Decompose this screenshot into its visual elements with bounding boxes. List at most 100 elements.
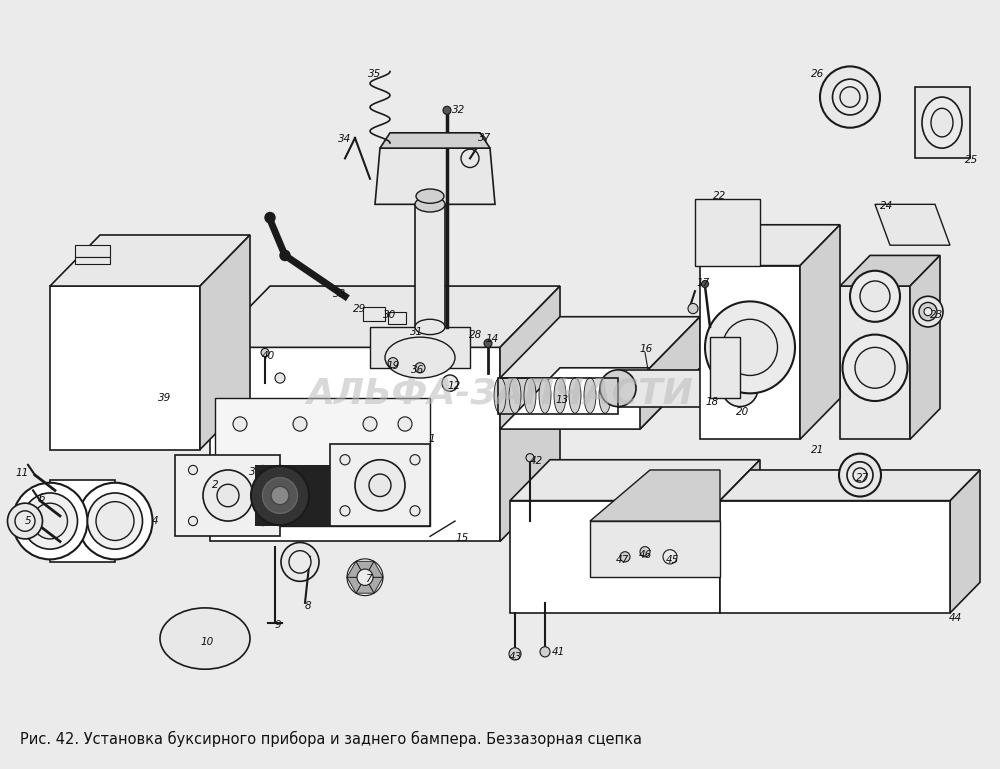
Ellipse shape <box>415 363 425 373</box>
Polygon shape <box>500 317 700 378</box>
Ellipse shape <box>251 466 309 525</box>
Ellipse shape <box>12 483 88 559</box>
Polygon shape <box>700 225 840 265</box>
Ellipse shape <box>688 304 698 314</box>
Polygon shape <box>347 561 365 578</box>
Ellipse shape <box>416 189 444 203</box>
Ellipse shape <box>663 550 677 564</box>
Ellipse shape <box>820 66 880 128</box>
Ellipse shape <box>484 339 492 348</box>
Ellipse shape <box>554 378 566 413</box>
Polygon shape <box>915 87 970 158</box>
Ellipse shape <box>524 378 536 413</box>
Polygon shape <box>695 199 760 265</box>
Ellipse shape <box>188 517 198 526</box>
Ellipse shape <box>850 271 900 321</box>
Polygon shape <box>347 578 365 593</box>
Ellipse shape <box>415 319 445 335</box>
Text: 28: 28 <box>469 330 483 340</box>
Ellipse shape <box>293 417 307 431</box>
Ellipse shape <box>289 551 311 573</box>
Ellipse shape <box>474 135 486 147</box>
Ellipse shape <box>494 378 506 413</box>
Ellipse shape <box>78 483 152 559</box>
Polygon shape <box>500 286 560 541</box>
Polygon shape <box>590 470 720 521</box>
Ellipse shape <box>293 494 307 508</box>
Ellipse shape <box>188 465 198 474</box>
Ellipse shape <box>509 647 521 660</box>
Ellipse shape <box>569 378 581 413</box>
Ellipse shape <box>15 511 35 531</box>
Ellipse shape <box>398 417 412 431</box>
Text: 11: 11 <box>15 468 29 478</box>
Polygon shape <box>210 286 560 348</box>
Ellipse shape <box>415 197 445 212</box>
Text: 36: 36 <box>411 365 425 375</box>
Text: 5: 5 <box>25 516 31 526</box>
Ellipse shape <box>855 348 895 388</box>
Ellipse shape <box>88 493 143 549</box>
Text: 21: 21 <box>811 444 825 454</box>
Text: 2: 2 <box>212 481 218 491</box>
Text: 19: 19 <box>386 361 400 371</box>
Ellipse shape <box>363 417 377 431</box>
Ellipse shape <box>599 378 611 413</box>
Ellipse shape <box>847 462 873 488</box>
Polygon shape <box>720 470 980 501</box>
Text: 40: 40 <box>261 351 275 361</box>
Text: 35: 35 <box>368 68 382 78</box>
Ellipse shape <box>722 370 758 407</box>
Polygon shape <box>210 348 500 541</box>
Ellipse shape <box>363 494 377 508</box>
Ellipse shape <box>275 373 285 383</box>
Ellipse shape <box>600 370 636 407</box>
Ellipse shape <box>203 470 253 521</box>
Polygon shape <box>255 464 330 526</box>
Text: 46: 46 <box>638 550 652 560</box>
Polygon shape <box>50 286 200 450</box>
Polygon shape <box>356 561 374 578</box>
Ellipse shape <box>258 465 268 474</box>
Polygon shape <box>618 370 740 407</box>
Text: 8: 8 <box>305 601 311 611</box>
Text: 20: 20 <box>736 407 750 417</box>
Ellipse shape <box>931 108 953 137</box>
Text: 43: 43 <box>508 652 522 662</box>
Ellipse shape <box>620 551 630 562</box>
Polygon shape <box>800 225 840 439</box>
Polygon shape <box>640 317 700 429</box>
Polygon shape <box>415 205 445 327</box>
Bar <box>75 258 110 264</box>
Text: 13: 13 <box>555 395 569 405</box>
Text: 22: 22 <box>713 191 727 201</box>
Text: 29: 29 <box>353 304 367 314</box>
Text: 24: 24 <box>880 201 894 211</box>
Ellipse shape <box>388 358 398 368</box>
Polygon shape <box>380 133 490 148</box>
Polygon shape <box>700 265 800 439</box>
Text: 1: 1 <box>429 434 435 444</box>
Ellipse shape <box>262 478 298 514</box>
Polygon shape <box>370 327 470 368</box>
Text: 37: 37 <box>478 133 492 143</box>
Ellipse shape <box>233 494 247 508</box>
Ellipse shape <box>922 97 962 148</box>
Ellipse shape <box>913 296 943 327</box>
Text: 23: 23 <box>930 310 944 320</box>
Ellipse shape <box>369 474 391 497</box>
Polygon shape <box>215 398 430 526</box>
Ellipse shape <box>96 501 134 541</box>
Polygon shape <box>365 561 383 578</box>
Polygon shape <box>330 444 430 526</box>
Text: 9: 9 <box>275 621 281 631</box>
Polygon shape <box>175 454 280 536</box>
Polygon shape <box>910 255 940 439</box>
Bar <box>363 307 385 321</box>
Ellipse shape <box>722 319 778 375</box>
Ellipse shape <box>160 608 250 669</box>
Polygon shape <box>356 578 374 593</box>
Ellipse shape <box>32 503 68 539</box>
Text: 32: 32 <box>452 105 466 115</box>
Text: 14: 14 <box>485 335 499 345</box>
